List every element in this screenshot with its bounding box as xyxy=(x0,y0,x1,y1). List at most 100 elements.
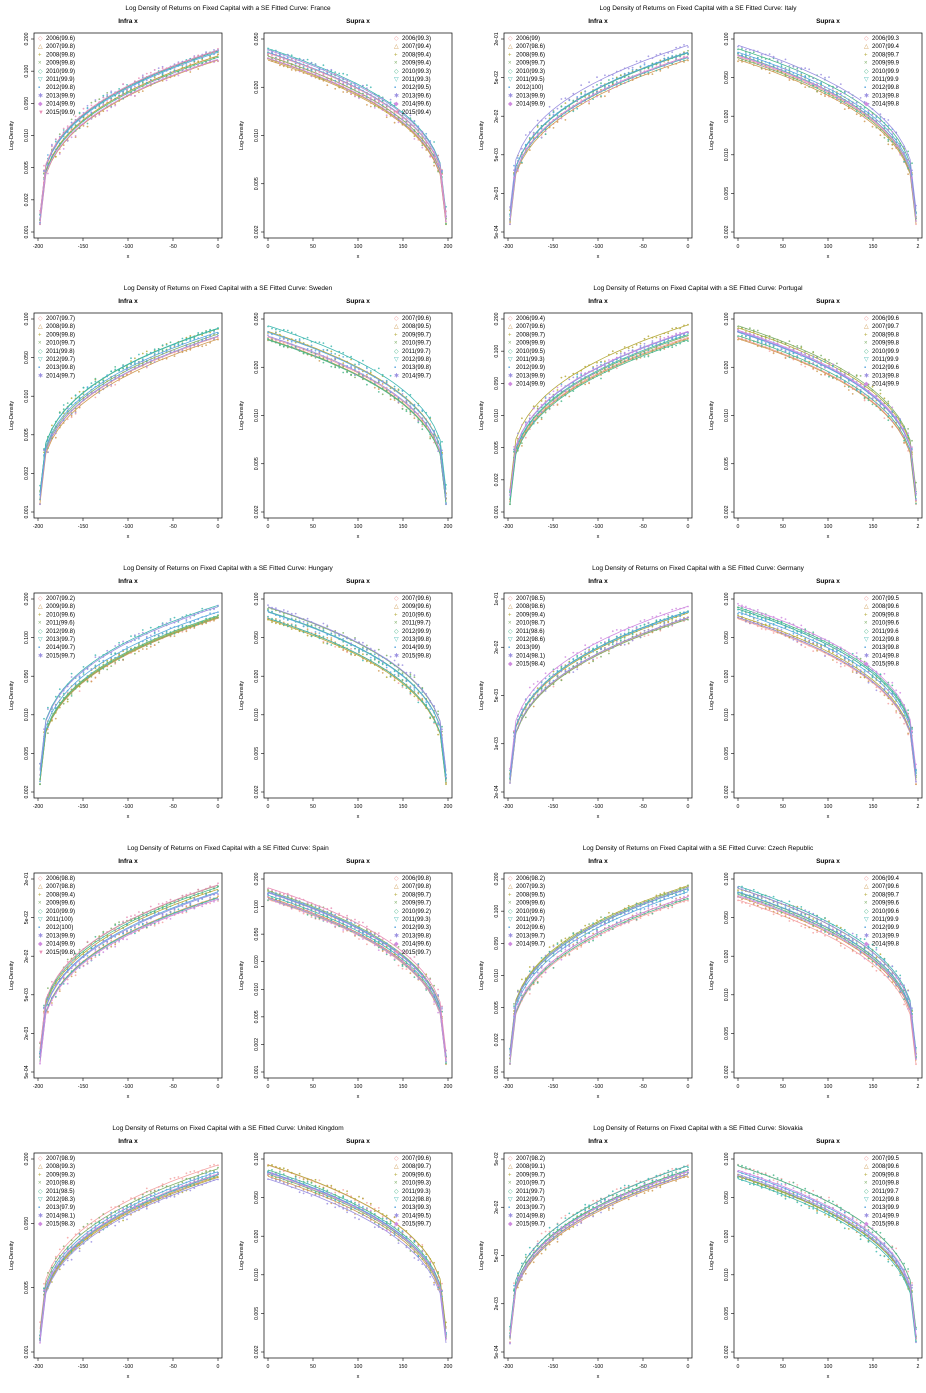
data-point xyxy=(640,345,642,347)
data-point xyxy=(903,152,905,154)
data-point xyxy=(55,696,57,698)
data-point xyxy=(836,368,838,370)
data-point xyxy=(592,661,594,663)
data-point xyxy=(102,104,104,106)
data-point xyxy=(110,107,112,109)
data-point xyxy=(334,646,336,648)
data-point xyxy=(138,83,140,85)
data-point xyxy=(386,380,388,382)
y-tick-label: 0.010 xyxy=(254,708,260,721)
data-point xyxy=(275,623,277,625)
data-point xyxy=(126,646,128,648)
data-point xyxy=(632,346,634,348)
data-point xyxy=(667,621,669,623)
data-point xyxy=(71,695,73,697)
data-point xyxy=(903,161,905,163)
data-point xyxy=(366,84,368,86)
data-point xyxy=(777,66,779,68)
legend-label: 2009(99.4) xyxy=(402,61,431,67)
data-point xyxy=(91,681,93,683)
data-point xyxy=(326,637,328,639)
data-point xyxy=(362,653,364,655)
x-tick-label: 0 xyxy=(267,804,270,810)
data-point xyxy=(130,363,132,365)
data-point xyxy=(98,660,100,662)
data-point xyxy=(350,653,352,655)
data-point xyxy=(425,133,427,135)
legend-label: 2010(99.3) xyxy=(402,69,431,75)
data-point xyxy=(323,357,325,359)
legend-label: 2011(99.9 xyxy=(872,77,899,83)
data-point xyxy=(911,162,913,164)
data-point xyxy=(636,355,638,357)
data-point xyxy=(326,71,328,73)
data-point xyxy=(150,79,152,81)
data-point xyxy=(67,701,69,703)
data-point xyxy=(406,396,408,398)
legend-label: 2007(99.7) xyxy=(46,316,75,322)
data-point xyxy=(820,355,822,357)
data-point xyxy=(67,125,69,127)
y-tick-label: 0.001 xyxy=(494,505,500,518)
data-point xyxy=(295,59,297,61)
data-point xyxy=(174,355,176,357)
legend-label: 2010(99.9 xyxy=(872,69,900,75)
data-point xyxy=(334,88,336,90)
legend-marker-2: + xyxy=(508,52,512,58)
data-point xyxy=(386,116,388,118)
data-point xyxy=(186,618,188,620)
legend-label: 2007(99.6) xyxy=(402,316,431,322)
data-point xyxy=(358,93,360,95)
data-point xyxy=(406,410,408,412)
data-point xyxy=(608,644,610,646)
data-point xyxy=(134,95,136,97)
data-point xyxy=(687,46,689,48)
data-point xyxy=(43,718,45,720)
legend-label: 2012(99.6 xyxy=(872,365,900,371)
legend-label: 2015(99.4) xyxy=(402,110,431,116)
data-point xyxy=(757,63,759,65)
data-point xyxy=(656,619,658,621)
x-tick-label: 200 xyxy=(444,804,453,810)
x-tick-label: 0 xyxy=(217,244,220,250)
legend-marker-4: ◇ xyxy=(38,629,43,635)
data-point xyxy=(350,648,352,650)
data-point xyxy=(628,350,630,352)
data-point xyxy=(358,373,360,375)
data-point xyxy=(632,78,634,80)
data-point xyxy=(872,404,874,406)
data-point xyxy=(382,383,384,385)
legend-marker-4: ◇ xyxy=(864,349,869,355)
data-point xyxy=(561,98,563,100)
data-point xyxy=(648,634,650,636)
data-point xyxy=(414,696,416,698)
data-point xyxy=(414,404,416,406)
data-point xyxy=(118,656,120,658)
x-tick-label: 0 xyxy=(217,524,220,530)
data-point xyxy=(118,659,120,661)
data-point xyxy=(307,635,309,637)
data-point xyxy=(884,417,886,419)
data-point xyxy=(820,93,822,95)
x-tick-label: -50 xyxy=(639,524,647,530)
data-point xyxy=(170,71,172,73)
data-point xyxy=(421,409,423,411)
data-point xyxy=(840,375,842,377)
x-axis-label: x xyxy=(357,814,360,820)
data-point xyxy=(667,67,669,69)
data-point xyxy=(410,692,412,694)
x-tick-label: 0 xyxy=(267,524,270,530)
data-point xyxy=(402,687,404,689)
data-point xyxy=(390,656,392,658)
data-point xyxy=(75,394,77,396)
data-point xyxy=(891,133,893,135)
data-point xyxy=(628,80,630,82)
data-point xyxy=(663,65,665,67)
data-point xyxy=(592,373,594,375)
data-point xyxy=(67,699,69,701)
legend-label: 2013(99.8) xyxy=(402,637,431,643)
data-point xyxy=(789,76,791,78)
data-point xyxy=(887,139,889,141)
data-point xyxy=(386,383,388,385)
